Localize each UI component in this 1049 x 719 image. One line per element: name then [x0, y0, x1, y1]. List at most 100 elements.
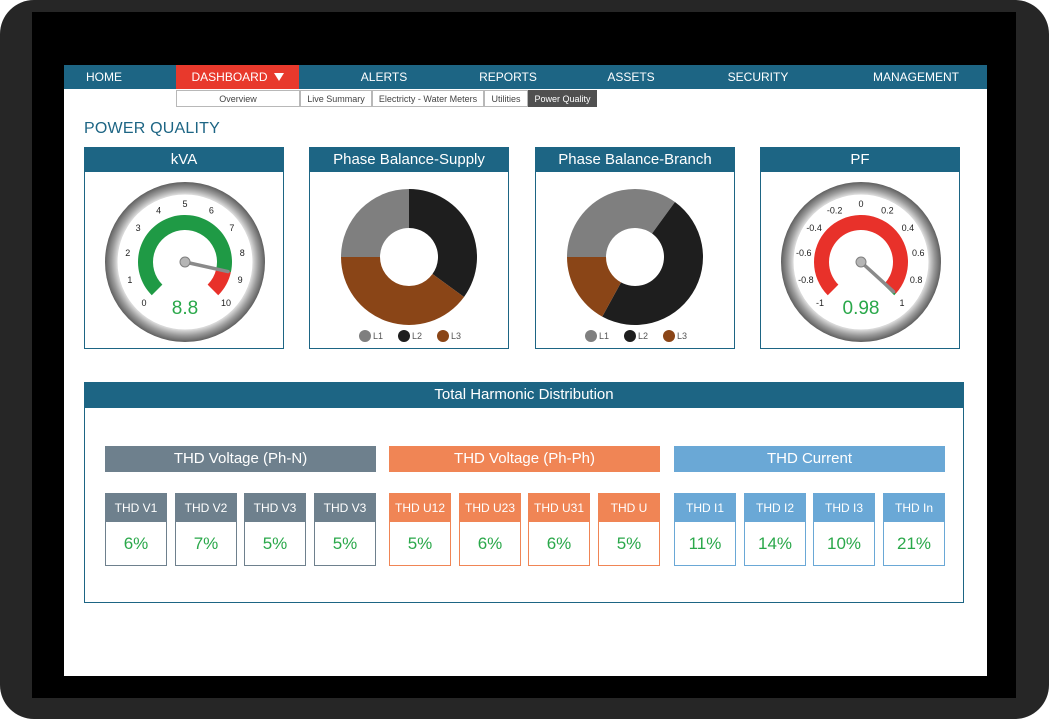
- thd-cell-label: THD V2: [176, 494, 236, 522]
- thd-cell: THD I2 14%: [744, 493, 806, 566]
- thd-cell: THD U23 6%: [459, 493, 521, 566]
- legend-label: L2: [412, 331, 422, 341]
- thd-cell-value: 5%: [332, 534, 358, 553]
- gauge-hub: [855, 256, 867, 268]
- thd-cell-value: 6%: [477, 534, 503, 553]
- branch-panel-title: Phase Balance-Branch: [536, 148, 734, 172]
- thd-cell-label: THD U: [599, 494, 659, 522]
- legend-label: L3: [677, 331, 687, 341]
- subnav-power-quality[interactable]: Power Quality: [528, 90, 597, 107]
- gauge-tick-label: 4: [156, 205, 161, 215]
- thd-cell: THD V3 5%: [244, 493, 306, 566]
- nav-dashboard[interactable]: DASHBOARD: [176, 65, 299, 89]
- gauge-tick-label: 1: [127, 275, 132, 285]
- donut-slice-l2: [409, 189, 477, 297]
- legend-label: L1: [373, 331, 383, 341]
- thd-cell: THD U 5%: [598, 493, 660, 566]
- gauge-tick-label: 7: [229, 223, 234, 233]
- gauge-value: 8.8: [172, 298, 198, 319]
- nav-reports[interactable]: REPORTS: [479, 70, 537, 84]
- donut-slice-l1: [341, 189, 409, 257]
- legend-swatch-l2: [398, 330, 410, 342]
- page-title: POWER QUALITY: [84, 120, 220, 137]
- thd-cell-label: THD U23: [460, 494, 520, 522]
- legend-swatch-l2: [624, 330, 636, 342]
- supply-panel-title: Phase Balance-Supply: [310, 148, 508, 172]
- subnav-utilities[interactable]: Utilities: [484, 90, 528, 107]
- nav-assets[interactable]: ASSETS: [607, 70, 655, 84]
- thd-group-title: THD Voltage (Ph-N): [105, 446, 376, 472]
- subnav-electricity-water-meters[interactable]: Electricty - Water Meters: [372, 90, 484, 107]
- pf-panel: PF -1 -0.8 -0.6 -0.4 -0.2 0 0.2 0.4 0.6 0.8 1 0.98: [760, 147, 960, 349]
- gauge-tick-label: 10: [221, 298, 231, 308]
- kva-gauge: 0 1 2 3 4 5 6 7 8 9 10 8.8: [105, 182, 265, 342]
- legend-label: L3: [451, 331, 461, 341]
- top-nav: HOME DASHBOARD ALERTS REPORTS ASSETS SEC…: [64, 65, 987, 89]
- caret-down-icon: [273, 72, 284, 81]
- thd-cell: THD V2 7%: [175, 493, 237, 566]
- thd-cell-value: 10%: [826, 534, 862, 553]
- thd-cell: THD I3 10%: [813, 493, 875, 566]
- kva-panel-title: kVA: [85, 148, 283, 172]
- gauge-tick-label: -0.6: [796, 248, 812, 258]
- thd-cell-value: 6%: [546, 534, 572, 553]
- nav-home[interactable]: HOME: [86, 70, 122, 84]
- donut-slice-l2: [602, 201, 703, 325]
- thd-group-title: THD Current: [674, 446, 945, 472]
- kva-panel: kVA 0 1 2 3 4 5 6 7 8 9 10 8.8: [84, 147, 284, 349]
- gauge-tick-label: 9: [238, 275, 243, 285]
- legend-label: L2: [638, 331, 648, 341]
- thd-cell-label: THD U12: [390, 494, 450, 522]
- branch-panel: Phase Balance-Branch L1 L2 L3: [535, 147, 735, 349]
- subnav-live-summary[interactable]: Live Summary: [300, 90, 372, 107]
- thd-cell-value: 6%: [123, 534, 149, 553]
- thd-cell-value: 5%: [616, 534, 642, 553]
- gauge-tick-label: -0.8: [798, 275, 814, 285]
- branch-donut-chart: L1 L2 L3: [567, 189, 703, 342]
- thd-cell: THD V3 5%: [314, 493, 376, 566]
- thd-cell-label: THD In: [884, 494, 944, 522]
- thd-cell-label: THD U31: [529, 494, 589, 522]
- donut-slice-l3: [567, 257, 622, 317]
- gauge-tick-label: 1: [900, 298, 905, 308]
- thd-cell-label: THD I3: [814, 494, 874, 522]
- pf-panel-title: PF: [761, 148, 959, 172]
- nav-alerts[interactable]: ALERTS: [360, 70, 408, 84]
- thd-panel: Total Harmonic Distribution THD Voltage …: [84, 382, 964, 603]
- thd-panel-title: Total Harmonic Distribution: [84, 382, 964, 408]
- thd-group-title: THD Voltage (Ph-Ph): [389, 446, 660, 472]
- gauge-tick-label: 8: [240, 248, 245, 258]
- nav-management[interactable]: MANAGEMENT: [872, 70, 959, 84]
- gauge-tick-label: 0: [858, 199, 863, 209]
- gauge-tick-label: 0.4: [902, 223, 915, 233]
- thd-cell: THD U31 6%: [528, 493, 590, 566]
- gauge-arc-high: [207, 268, 231, 296]
- gauge-tick-label: 0.2: [881, 205, 894, 215]
- donut-slice-l3: [341, 257, 465, 325]
- gauge-tick-label: 2: [125, 248, 130, 258]
- thd-cell-label: THD V3: [245, 494, 305, 522]
- thd-cell-value: 21%: [896, 534, 932, 553]
- thd-cell: THD I1 11%: [674, 493, 736, 566]
- thd-cell: THD In 21%: [883, 493, 945, 566]
- subnav-overview[interactable]: Overview: [176, 90, 300, 107]
- nav-security[interactable]: SECURITY: [727, 70, 789, 84]
- thd-cell-label: THD V1: [106, 494, 166, 522]
- gauge-tick-label: 6: [209, 205, 214, 215]
- pf-gauge: -1 -0.8 -0.6 -0.4 -0.2 0 0.2 0.4 0.6 0.8 1 0.98: [781, 182, 941, 342]
- thd-cell: THD V1 6%: [105, 493, 167, 566]
- gauge-needle: [183, 260, 230, 274]
- thd-cell-label: THD I2: [745, 494, 805, 522]
- thd-cell-label: THD I1: [675, 494, 735, 522]
- gauge-needle: [859, 260, 896, 294]
- thd-cell-value: 11%: [688, 534, 722, 553]
- thd-cell: THD U12 5%: [389, 493, 451, 566]
- gauge-tick-label: 0.6: [912, 248, 925, 258]
- nav-dashboard-label: DASHBOARD: [191, 70, 268, 84]
- gauge-arc-low: [137, 215, 232, 296]
- gauge-tick-label: -0.4: [806, 223, 822, 233]
- thd-cell-value: 7%: [193, 534, 219, 553]
- supply-panel: Phase Balance-Supply L1 L2 L3: [309, 147, 509, 349]
- gauge-tick-label: -1: [816, 298, 824, 308]
